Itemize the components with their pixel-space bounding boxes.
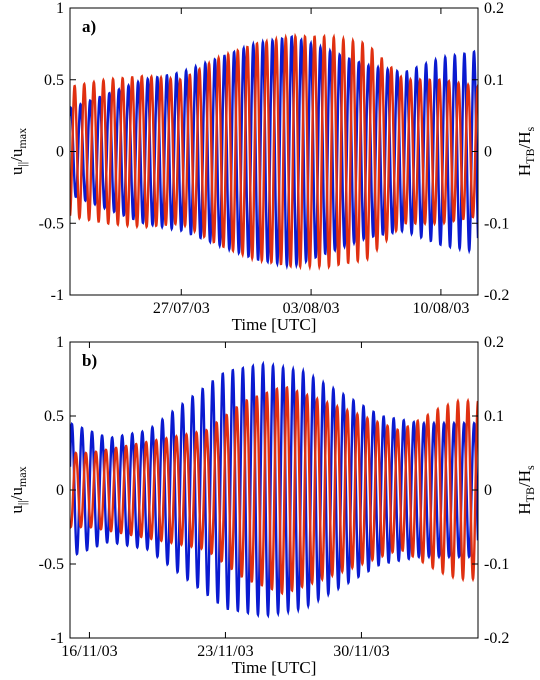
y2-axis-title: HTB/Hs xyxy=(515,127,537,177)
series-line-2 xyxy=(70,32,478,271)
y-tick-label: 0.5 xyxy=(44,72,64,89)
y2-tick-label: 0.2 xyxy=(484,334,504,351)
x-axis-title: Time [UTC] xyxy=(232,315,317,334)
y-axis-title-mid: /u xyxy=(7,487,26,501)
y-tick-label: 0.5 xyxy=(44,408,64,425)
x-tick-label: 27/07/03 xyxy=(153,300,210,317)
y2-axis-title-sub1: TB xyxy=(523,487,537,502)
y2-axis-title-sub2: s xyxy=(523,127,537,132)
y2-tick-label: 0.1 xyxy=(484,72,504,89)
chart-panel-1: -1 -0.5 0 0.5 1 -0.2 -0.1 0 0.1 0.2 27/07/03 03/08/… xyxy=(7,0,537,334)
y2-tick-label: -0.1 xyxy=(484,556,509,573)
y-tick-label: -1 xyxy=(51,630,64,647)
x-tick-label: 10/08/03 xyxy=(412,300,469,317)
y-axis-title-sub2: max xyxy=(15,466,29,487)
y-tick-label: -1 xyxy=(51,287,64,304)
y-tick-label: 1 xyxy=(56,334,64,351)
y-axis-title-base: u xyxy=(7,505,26,514)
series-line-2 xyxy=(70,385,478,596)
y2-axis-title-base: H xyxy=(515,164,534,176)
y-axis-title: u||/umax xyxy=(7,128,29,175)
y2-axis-title-sub2: s xyxy=(523,465,537,470)
x-tick-label: 03/08/03 xyxy=(283,300,340,317)
panel-label: a) xyxy=(82,17,96,36)
y-axis-title-base: u xyxy=(7,166,26,175)
y-tick-label: -0.5 xyxy=(39,215,64,232)
y-axis-title-sub1: || xyxy=(15,162,29,167)
y2-tick-label: 0 xyxy=(484,482,492,499)
y2-axis-title: HTB/Hs xyxy=(515,465,537,515)
y-tick-label: 0 xyxy=(56,144,64,161)
y-axis-title: u||/umax xyxy=(7,466,29,513)
y2-tick-label: 0.2 xyxy=(484,0,504,17)
chart-panel-2: -1 -0.5 0 0.5 1 -0.2 -0.1 0 0.1 0.2 16/11/03 23/11/… xyxy=(7,334,537,677)
y-axis-title-mid: /u xyxy=(7,148,26,162)
x-tick-label: 16/11/03 xyxy=(61,643,117,660)
y2-axis-title-base: H xyxy=(515,502,534,514)
y2-tick-label: 0.1 xyxy=(484,408,504,425)
y2-axis-title-mid: /H xyxy=(515,470,534,487)
x-axis-title: Time [UTC] xyxy=(232,658,317,677)
y-axis-title-sub2: max xyxy=(15,128,29,149)
y-tick-label: -0.5 xyxy=(39,556,64,573)
panel-label: b) xyxy=(82,351,97,370)
y2-tick-label: -0.2 xyxy=(484,630,509,647)
x-tick-label: 30/11/03 xyxy=(333,643,389,660)
y-axis-title-sub1: || xyxy=(15,500,29,505)
y2-axis-title-mid: /H xyxy=(515,132,534,149)
series-line-1 xyxy=(70,360,478,619)
y-tick-label: 0 xyxy=(56,482,64,499)
y2-tick-label: -0.2 xyxy=(484,287,509,304)
y-tick-label: 1 xyxy=(56,0,64,17)
y2-tick-label: 0 xyxy=(484,144,492,161)
x-tick-label: 23/11/03 xyxy=(197,643,253,660)
y2-axis-title-sub1: TB xyxy=(523,149,537,164)
y2-tick-label: -0.1 xyxy=(484,215,509,232)
